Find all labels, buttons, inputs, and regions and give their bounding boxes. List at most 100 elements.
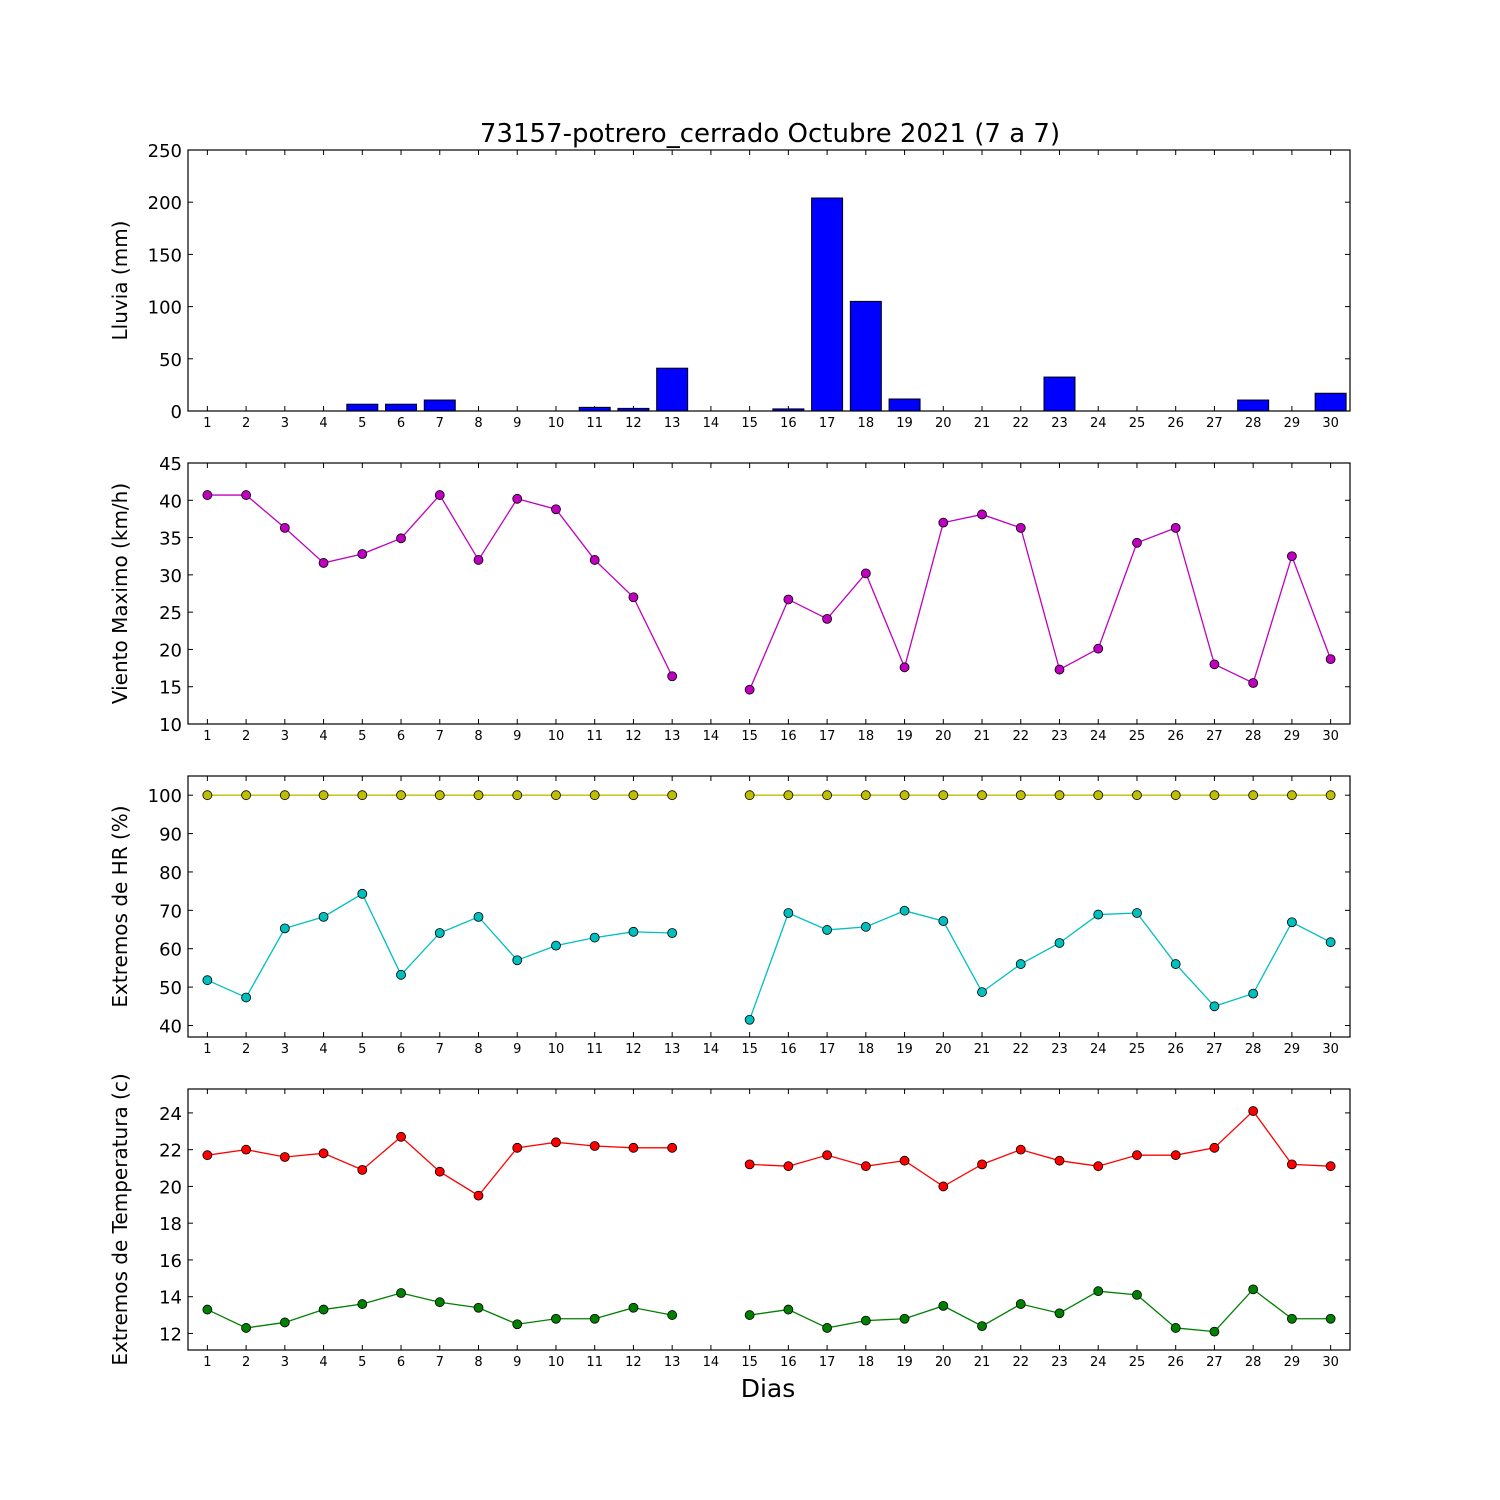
x-tick-label: 3: [281, 729, 289, 744]
y-tick-label: 20: [159, 1177, 182, 1198]
point-series-2-day-19: [899, 1313, 910, 1324]
point-series-1-day-6: [396, 790, 406, 801]
point-series-1-day-30: [1325, 654, 1336, 665]
point-series-2-day-2: [241, 1323, 252, 1333]
point-series-1-day-12: [628, 592, 639, 603]
x-tick-label: 14: [703, 729, 720, 744]
y-tick-label: 22: [159, 1141, 182, 1162]
series-2-line: [749, 910, 1331, 1020]
point-series-1-day-11: [589, 555, 600, 565]
point-series-2-day-11: [589, 1313, 600, 1324]
point-series-2-day-21: [977, 987, 987, 997]
x-tick-label: 4: [319, 416, 327, 431]
point-series-1-day-23: [1054, 664, 1065, 675]
point-series-1-day-8: [473, 1190, 484, 1201]
point-series-1-day-22: [1015, 790, 1026, 801]
point-series-1-day-26: [1170, 1150, 1181, 1161]
x-tick-label: 13: [664, 416, 681, 431]
bar-day-17: [811, 197, 844, 412]
y-tick-label: 0: [171, 402, 182, 423]
y-tick-label: 15: [159, 678, 182, 699]
y-tick-label: 14: [159, 1288, 182, 1309]
x-tick-label: 7: [436, 416, 444, 431]
point-series-1-day-25: [1132, 790, 1142, 801]
x-tick-label: 9: [513, 1042, 521, 1057]
x-tick-label: 25: [1129, 1355, 1146, 1370]
x-tick-label: 30: [1322, 416, 1339, 431]
x-tick-label: 17: [819, 416, 836, 431]
x-tick-label: 9: [513, 729, 521, 744]
x-tick-label: 23: [1051, 416, 1068, 431]
bar-day-5: [346, 403, 379, 412]
x-tick-label: 3: [281, 1042, 289, 1057]
point-series-1-day-22: [1015, 1144, 1026, 1155]
x-tick-label: 14: [703, 1355, 720, 1370]
x-tick-label: 22: [1012, 416, 1029, 431]
series-2-line: [207, 892, 673, 999]
x-tick-label: 21: [974, 1042, 991, 1057]
y-tick-label: 16: [159, 1251, 182, 1272]
point-series-1-day-7: [434, 790, 445, 801]
point-series-2-day-5: [357, 888, 368, 899]
x-tick-label: 21: [974, 1355, 991, 1370]
point-series-2-day-25: [1132, 908, 1142, 918]
point-series-1-day-23: [1054, 790, 1065, 801]
x-tick-label: 17: [819, 729, 836, 744]
point-series-2-day-8: [473, 1302, 484, 1313]
x-tick-label: 6: [397, 1355, 405, 1370]
point-series-2-day-12: [628, 926, 639, 937]
point-series-1-day-16: [783, 1161, 794, 1172]
point-series-2-day-16: [783, 1304, 794, 1315]
x-tick-label: 16: [780, 416, 797, 431]
point-series-1-day-1: [202, 490, 213, 500]
y-tick-label: 70: [159, 901, 182, 922]
y-axis-label: Extremos de HR (%): [108, 805, 132, 1007]
point-series-2-day-17: [822, 1323, 832, 1333]
x-tick-label: 13: [664, 1042, 681, 1057]
point-series-1-day-16: [783, 594, 794, 605]
point-series-2-day-21: [977, 1321, 987, 1332]
point-series-2-day-6: [396, 1288, 406, 1298]
point-series-1-day-19: [899, 790, 910, 801]
point-series-1-day-18: [860, 1161, 871, 1172]
x-tick-label: 5: [358, 1355, 366, 1370]
point-series-2-day-10: [551, 940, 561, 951]
point-series-2-day-20: [938, 916, 949, 926]
point-series-2-day-23: [1054, 1308, 1065, 1319]
x-tick-label: 7: [436, 1042, 444, 1057]
x-tick-label: 30: [1322, 1355, 1339, 1370]
x-tick-label: 8: [474, 1042, 482, 1057]
x-tick-label: 28: [1245, 729, 1262, 744]
point-series-1-day-22: [1015, 522, 1026, 533]
y-tick-label: 80: [159, 863, 182, 884]
x-tick-label: 29: [1284, 416, 1301, 431]
x-tick-label: 21: [974, 729, 991, 744]
x-tick-label: 26: [1167, 729, 1184, 744]
point-series-2-day-4: [318, 1304, 329, 1315]
point-series-1-day-24: [1093, 790, 1104, 801]
point-series-1-day-2: [241, 790, 252, 801]
x-tick-label: 26: [1167, 1042, 1184, 1057]
point-series-1-day-5: [357, 549, 368, 559]
x-tick-label: 7: [436, 729, 444, 744]
point-series-1-day-7: [434, 490, 445, 500]
x-tick-label: 11: [586, 416, 603, 431]
point-series-1-day-2: [241, 490, 252, 500]
point-series-1-day-3: [279, 522, 290, 533]
x-tick-label: 26: [1167, 416, 1184, 431]
x-tick-label: 8: [474, 416, 482, 431]
y-tick-label: 10: [159, 715, 182, 736]
bar-day-23: [1043, 376, 1076, 412]
y-tick-label: 250: [148, 141, 182, 162]
point-series-2-day-30: [1325, 937, 1336, 948]
point-series-2-day-2: [241, 992, 252, 1003]
point-series-2-day-25: [1132, 1289, 1142, 1300]
x-tick-label: 16: [780, 1042, 797, 1057]
x-tick-label: 5: [358, 416, 366, 431]
x-tick-label: 26: [1167, 1355, 1184, 1370]
bar-day-7: [423, 399, 456, 412]
x-tick-label: 6: [397, 416, 405, 431]
x-tick-label: 28: [1245, 1042, 1262, 1057]
